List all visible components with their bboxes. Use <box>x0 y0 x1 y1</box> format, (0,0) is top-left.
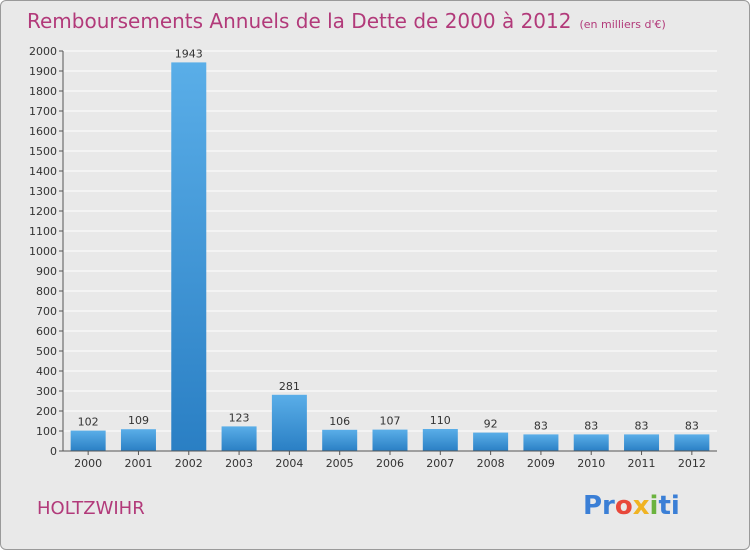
x-tick-label: 2006 <box>376 457 404 470</box>
bar-2004[interactable] <box>271 394 307 451</box>
y-tick-label: 1700 <box>29 105 57 118</box>
data-label: 107 <box>380 415 401 428</box>
logo-letter: o <box>614 491 633 521</box>
chart-title-text: Remboursements Annuels de la Dette de 20… <box>27 9 572 33</box>
y-tick-label: 1500 <box>29 145 57 158</box>
bar-2005[interactable] <box>322 429 358 451</box>
x-tick-label: 2010 <box>577 457 605 470</box>
y-tick-label: 500 <box>36 345 57 358</box>
bar-2007[interactable] <box>422 429 458 451</box>
y-tick-label: 0 <box>50 445 57 458</box>
data-label: 83 <box>534 419 548 432</box>
y-tick-label: 1800 <box>29 85 57 98</box>
bar-2012[interactable] <box>674 434 710 451</box>
data-label: 106 <box>329 415 350 428</box>
data-label: 1943 <box>175 47 203 60</box>
y-tick-label: 600 <box>36 325 57 338</box>
x-tick-label: 2011 <box>628 457 656 470</box>
x-tick-label: 2008 <box>477 457 505 470</box>
y-tick-label: 100 <box>36 425 57 438</box>
y-tick-label: 800 <box>36 285 57 298</box>
bar-2008[interactable] <box>473 432 509 451</box>
y-tick-label: 1900 <box>29 65 57 78</box>
bar-2001[interactable] <box>120 429 156 451</box>
bar-2000[interactable] <box>70 430 106 451</box>
chart-title: Remboursements Annuels de la Dette de 20… <box>27 9 666 33</box>
chart-unit: (en milliers d'€) <box>579 18 666 31</box>
x-tick-label: 2007 <box>426 457 454 470</box>
data-label: 92 <box>484 418 498 431</box>
data-label: 109 <box>128 414 149 427</box>
data-label: 281 <box>279 380 300 393</box>
y-tick-label: 200 <box>36 405 57 418</box>
data-label: 110 <box>430 414 451 427</box>
x-tick-label: 2000 <box>74 457 102 470</box>
y-tick-label: 1200 <box>29 205 57 218</box>
y-tick-label: 1400 <box>29 165 57 178</box>
x-tick-label: 2002 <box>175 457 203 470</box>
y-tick-label: 1100 <box>29 225 57 238</box>
data-label: 102 <box>78 416 99 429</box>
x-tick-label: 2001 <box>124 457 152 470</box>
y-tick-label: 900 <box>36 265 57 278</box>
x-tick-label: 2005 <box>326 457 354 470</box>
bar-2006[interactable] <box>372 429 408 451</box>
y-tick-label: 700 <box>36 305 57 318</box>
data-label: 83 <box>685 419 699 432</box>
logo-letter: ti <box>658 491 680 521</box>
y-tick-label: 1000 <box>29 245 57 258</box>
bar-2003[interactable] <box>221 426 257 451</box>
data-label: 123 <box>229 411 250 424</box>
x-tick-label: 2012 <box>678 457 706 470</box>
y-tick-label: 300 <box>36 385 57 398</box>
logo-letter: Pr <box>583 491 615 521</box>
y-tick-label: 1600 <box>29 125 57 138</box>
y-tick-label: 1300 <box>29 185 57 198</box>
x-tick-label: 2003 <box>225 457 253 470</box>
x-tick-label: 2004 <box>275 457 303 470</box>
bar-2009[interactable] <box>523 434 559 451</box>
bar-2011[interactable] <box>624 434 660 451</box>
logo-letter: x <box>632 491 650 521</box>
bar-2002[interactable] <box>171 62 207 452</box>
y-tick-label: 2000 <box>29 45 57 58</box>
data-label: 83 <box>584 419 598 432</box>
bar-2010[interactable] <box>573 434 609 451</box>
logo-letter: i <box>649 491 659 521</box>
commune-name: HOLTZWIHR <box>37 498 145 519</box>
data-label: 83 <box>635 419 649 432</box>
y-tick-label: 400 <box>36 365 57 378</box>
proxiti-logo[interactable]: Proxiti <box>583 491 680 521</box>
x-tick-label: 2009 <box>527 457 555 470</box>
